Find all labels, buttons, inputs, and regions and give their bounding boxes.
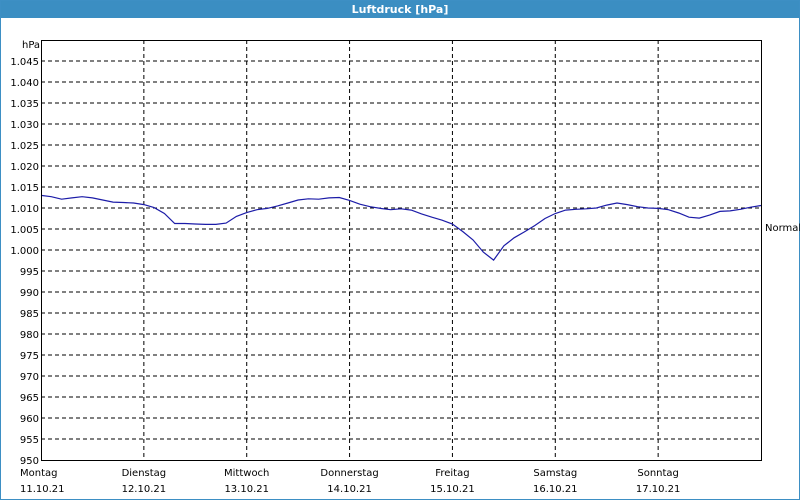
y-tick-label: 1.045 — [10, 57, 39, 68]
x-tick-day: Dienstag — [122, 468, 167, 479]
x-tick-day: Donnerstag — [320, 468, 378, 479]
grid — [41, 40, 761, 460]
y-axis-unit: hPa — [22, 40, 40, 51]
y-tick-label: 1.040 — [10, 78, 39, 89]
y-tick-label: 1.015 — [10, 183, 39, 194]
x-axis: Montag 11.10.21 Dienstag 12.10.21 Mittwoch 13… — [20, 468, 680, 495]
x-tick-day: Samstag — [533, 468, 577, 479]
x-tick-date: 13.10.21 — [224, 484, 269, 495]
x-tick-date: 16.10.21 — [533, 484, 578, 495]
y-tick-label: 1.030 — [10, 120, 39, 131]
series-group — [40, 194, 762, 261]
x-tick-day: Mittwoch — [224, 468, 269, 479]
x-tick-date: 17.10.21 — [636, 484, 681, 495]
plot-frame — [41, 40, 762, 461]
y-tick-label: 1.020 — [10, 162, 39, 173]
y-tick-label: 975 — [20, 351, 39, 362]
window-title: Luftdruck [hPa] — [1, 1, 799, 18]
series-line — [40, 194, 762, 261]
y-tick-label: 1.005 — [10, 225, 39, 236]
y-tick-label: 955 — [20, 435, 39, 446]
y-tick-label: 950 — [20, 456, 39, 467]
x-tick-date: 15.10.21 — [430, 484, 475, 495]
y-tick-label: 1.010 — [10, 204, 39, 215]
y-tick-label: 990 — [20, 288, 39, 299]
y-tick-label: 1.035 — [10, 99, 39, 110]
y-tick-label: 1.025 — [10, 141, 39, 152]
y-tick-label: 980 — [20, 330, 39, 341]
x-tick-date: 14.10.21 — [327, 484, 372, 495]
y-tick-label: 970 — [20, 372, 39, 383]
y-tick-label: 995 — [20, 267, 39, 278]
y-tick-label: 965 — [20, 393, 39, 404]
reference-label: Normal — [765, 223, 800, 234]
x-tick-date: 12.10.21 — [122, 484, 167, 495]
y-axis: 950 955 960 965 970 975 980 985 990 995 1.000 1.005… — [10, 57, 39, 467]
x-tick-date: 11.10.21 — [20, 484, 65, 495]
y-tick-label: 960 — [20, 414, 39, 425]
x-tick-day: Freitag — [435, 468, 469, 479]
y-tick-label: 1.000 — [10, 246, 39, 257]
x-tick-day: Montag — [20, 468, 57, 479]
x-tick-day: Sonntag — [637, 468, 679, 479]
y-tick-label: 985 — [20, 309, 39, 320]
